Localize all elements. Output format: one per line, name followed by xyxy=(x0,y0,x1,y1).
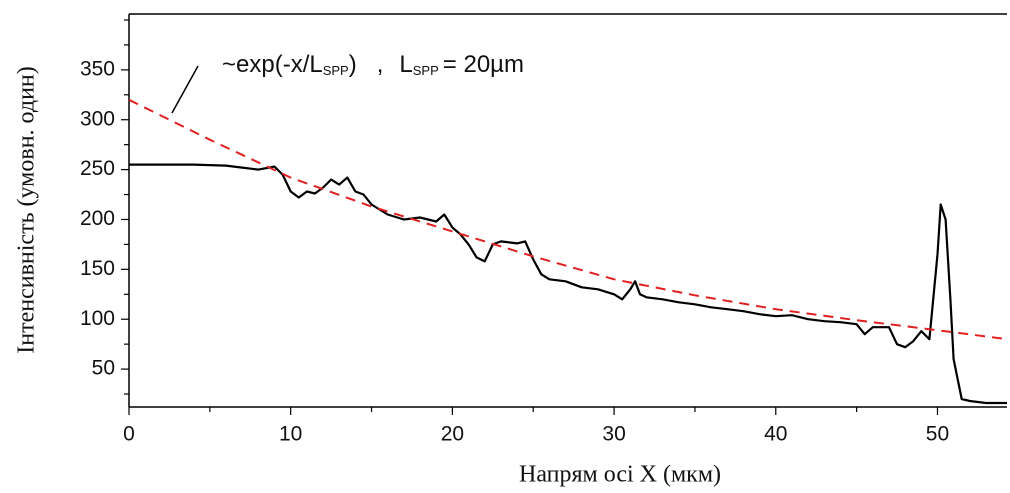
x-tick-label: 50 xyxy=(926,423,949,446)
y-tick-label: 150 xyxy=(80,257,115,280)
annotation-pointer xyxy=(171,65,199,114)
x-tick-label: 20 xyxy=(441,423,464,446)
separator: , xyxy=(377,51,384,78)
fit-subscript: SPP xyxy=(323,63,349,78)
series-line xyxy=(129,163,1007,405)
x-tick-label: 10 xyxy=(279,423,302,446)
param-text: L xyxy=(399,51,412,78)
y-axis-label: Інтенсивність (умовн. один) xyxy=(14,66,40,353)
y-tick-label: 200 xyxy=(80,207,115,230)
x-tick-label: 0 xyxy=(123,423,135,446)
annotation: ~exp(-x/LSPP), LSPP = 20µm xyxy=(222,51,524,78)
fit-end: ) xyxy=(349,51,357,78)
x-tick-label: 30 xyxy=(602,423,625,446)
y-tick-label: 300 xyxy=(80,107,115,130)
param-subscript: SPP xyxy=(413,63,439,78)
y-tick-label: 50 xyxy=(92,357,115,380)
param-value: = 20µm xyxy=(443,51,524,78)
y-tick-label: 100 xyxy=(80,307,115,330)
y-tick-label: 350 xyxy=(80,57,115,80)
x-axis-label: Напрям осі X (мкм) xyxy=(519,462,721,488)
x-tick-label: 40 xyxy=(764,423,787,446)
series-line xyxy=(128,98,1008,341)
y-tick-label: 250 xyxy=(80,157,115,180)
fit-text: ~exp(-x/L xyxy=(222,51,323,78)
